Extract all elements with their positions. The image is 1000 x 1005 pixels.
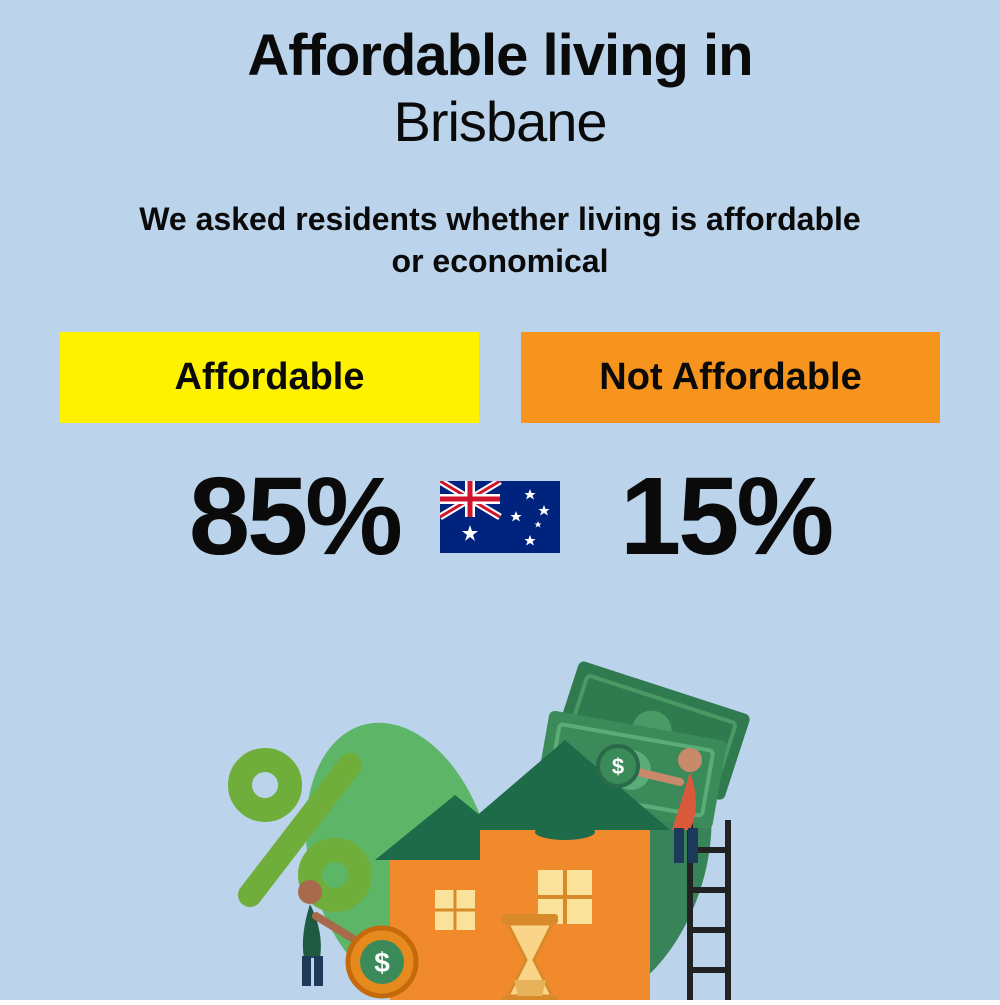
label-not-affordable: Not Affordable xyxy=(521,332,940,423)
infographic-canvas: Affordable living in Brisbane We asked r… xyxy=(0,0,1000,1000)
australia-flag-icon xyxy=(440,481,560,553)
title-line1: Affordable living in xyxy=(247,23,752,88)
svg-text:$: $ xyxy=(612,754,624,779)
values-row: 85% xyxy=(0,453,1000,580)
title-line2: Brisbane xyxy=(393,90,606,153)
label-affordable: Affordable xyxy=(60,332,479,423)
page-title: Affordable living in Brisbane xyxy=(0,0,1000,154)
value-affordable: 85% xyxy=(50,453,410,580)
survey-question: We asked residents whether living is aff… xyxy=(0,199,1000,282)
labels-row: Affordable Not Affordable xyxy=(0,332,1000,423)
svg-text:$: $ xyxy=(374,947,390,978)
money-house-illustration-icon: $ $ xyxy=(180,620,820,1000)
value-not-affordable: 15% xyxy=(590,453,950,580)
